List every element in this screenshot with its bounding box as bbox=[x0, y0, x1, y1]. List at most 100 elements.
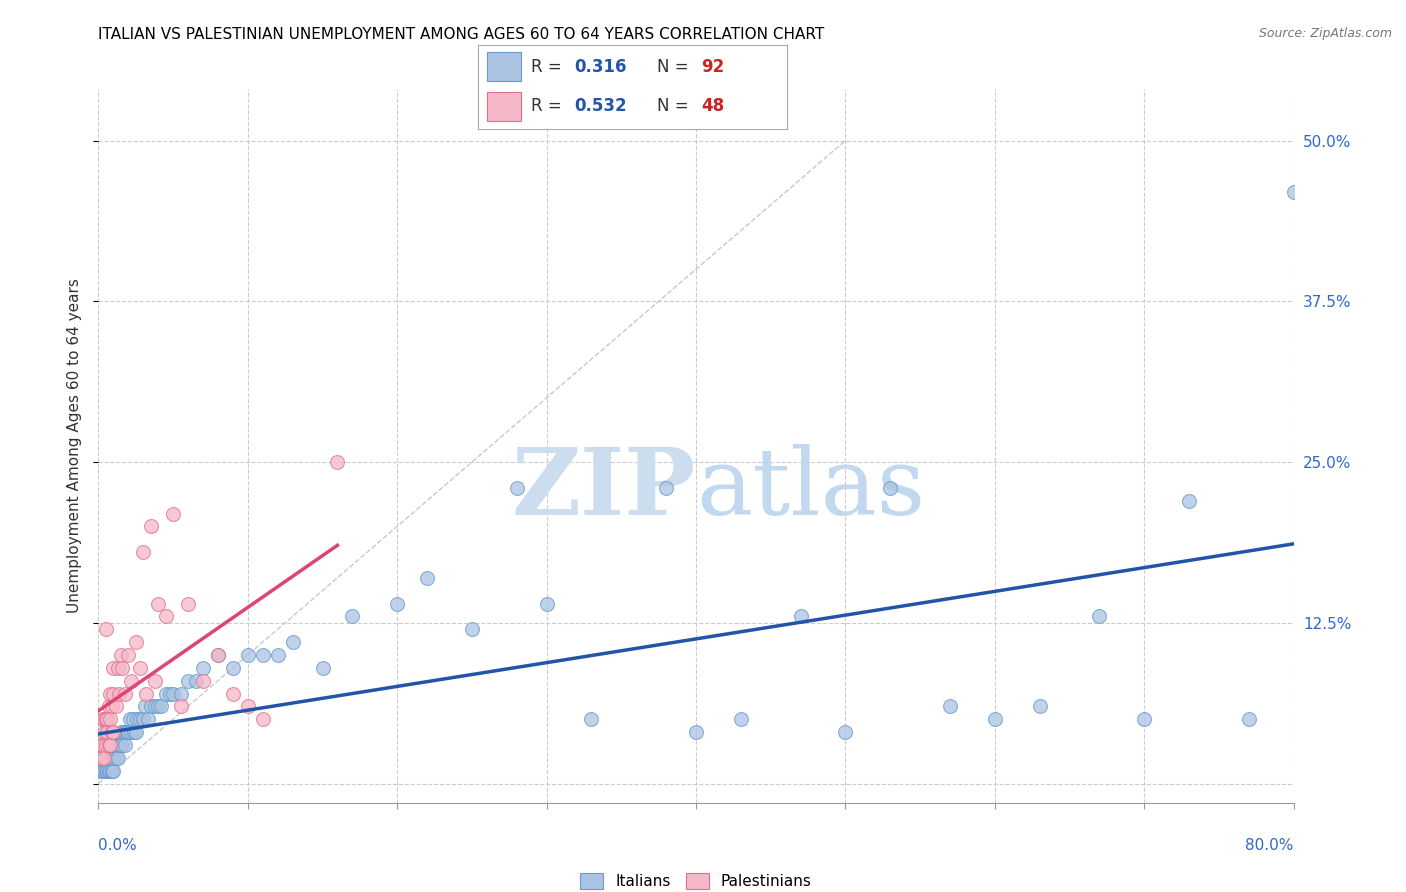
Point bbox=[236, 648, 259, 662]
Point bbox=[134, 699, 156, 714]
Y-axis label: Unemployment Among Ages 60 to 64 years: Unemployment Among Ages 60 to 64 years bbox=[67, 278, 83, 614]
Point bbox=[121, 712, 143, 726]
Point bbox=[94, 751, 117, 765]
Point bbox=[103, 686, 125, 700]
Point bbox=[103, 661, 125, 675]
Text: atlas: atlas bbox=[696, 444, 925, 533]
Point bbox=[125, 635, 148, 649]
Point bbox=[97, 764, 120, 778]
Point bbox=[1237, 712, 1260, 726]
Point bbox=[97, 751, 120, 765]
Point bbox=[326, 455, 349, 469]
Text: R =: R = bbox=[530, 58, 567, 76]
Point bbox=[129, 712, 152, 726]
Legend: Italians, Palestinians: Italians, Palestinians bbox=[574, 867, 818, 892]
Point bbox=[461, 622, 484, 636]
Point bbox=[105, 751, 128, 765]
Point bbox=[90, 738, 112, 752]
Point bbox=[94, 622, 117, 636]
Point bbox=[184, 673, 207, 688]
Point bbox=[105, 699, 128, 714]
Point bbox=[536, 597, 558, 611]
Point bbox=[112, 725, 135, 739]
Point bbox=[132, 545, 155, 559]
Bar bbox=[488, 92, 522, 120]
Point bbox=[169, 686, 191, 700]
Point bbox=[139, 519, 162, 533]
Point bbox=[91, 712, 114, 726]
Point bbox=[730, 712, 752, 726]
Point bbox=[96, 764, 118, 778]
Text: 0.0%: 0.0% bbox=[98, 838, 138, 854]
Point bbox=[103, 764, 125, 778]
Point bbox=[342, 609, 364, 624]
Point bbox=[93, 751, 115, 765]
Point bbox=[207, 648, 229, 662]
Point bbox=[132, 712, 155, 726]
Point bbox=[100, 686, 122, 700]
Text: ZIP: ZIP bbox=[512, 444, 696, 533]
Text: 0.532: 0.532 bbox=[574, 97, 627, 115]
Point bbox=[111, 738, 134, 752]
Point bbox=[117, 725, 139, 739]
Point bbox=[148, 699, 170, 714]
Point bbox=[115, 725, 138, 739]
Point bbox=[506, 481, 529, 495]
Point bbox=[100, 751, 122, 765]
Point bbox=[114, 738, 136, 752]
Point bbox=[139, 699, 162, 714]
Point bbox=[101, 751, 124, 765]
Point bbox=[143, 673, 166, 688]
Point bbox=[416, 571, 439, 585]
Point bbox=[114, 686, 136, 700]
Point bbox=[96, 738, 118, 752]
Point bbox=[135, 686, 157, 700]
Point bbox=[1133, 712, 1156, 726]
Point bbox=[93, 751, 115, 765]
Point bbox=[879, 481, 901, 495]
Point bbox=[94, 738, 117, 752]
Text: 48: 48 bbox=[700, 97, 724, 115]
Point bbox=[107, 661, 129, 675]
Point bbox=[114, 725, 136, 739]
Point bbox=[100, 712, 122, 726]
Point bbox=[222, 686, 245, 700]
Point bbox=[101, 764, 124, 778]
Point bbox=[91, 738, 114, 752]
Bar bbox=[488, 53, 522, 81]
Point bbox=[93, 738, 115, 752]
Point bbox=[97, 738, 120, 752]
Point bbox=[136, 712, 159, 726]
Point bbox=[111, 661, 134, 675]
Point bbox=[105, 738, 128, 752]
Point bbox=[150, 699, 173, 714]
Point bbox=[129, 661, 152, 675]
Point bbox=[1088, 609, 1111, 624]
Point bbox=[1028, 699, 1050, 714]
Point bbox=[93, 725, 115, 739]
Point bbox=[100, 738, 122, 752]
Point bbox=[108, 686, 131, 700]
Point bbox=[191, 661, 214, 675]
Point bbox=[97, 751, 120, 765]
Point bbox=[125, 725, 148, 739]
Text: N =: N = bbox=[658, 97, 695, 115]
Point bbox=[120, 673, 142, 688]
Point bbox=[96, 712, 118, 726]
Point bbox=[90, 751, 112, 765]
Point bbox=[177, 597, 200, 611]
Point bbox=[117, 648, 139, 662]
Point bbox=[94, 764, 117, 778]
Text: N =: N = bbox=[658, 58, 695, 76]
Point bbox=[655, 481, 678, 495]
Point bbox=[1178, 493, 1201, 508]
Point bbox=[103, 738, 125, 752]
Point bbox=[789, 609, 811, 624]
Point bbox=[96, 751, 118, 765]
Point bbox=[311, 661, 333, 675]
Point bbox=[834, 725, 856, 739]
Point bbox=[127, 712, 149, 726]
Point bbox=[103, 738, 125, 752]
Point bbox=[236, 699, 259, 714]
Point bbox=[252, 648, 274, 662]
